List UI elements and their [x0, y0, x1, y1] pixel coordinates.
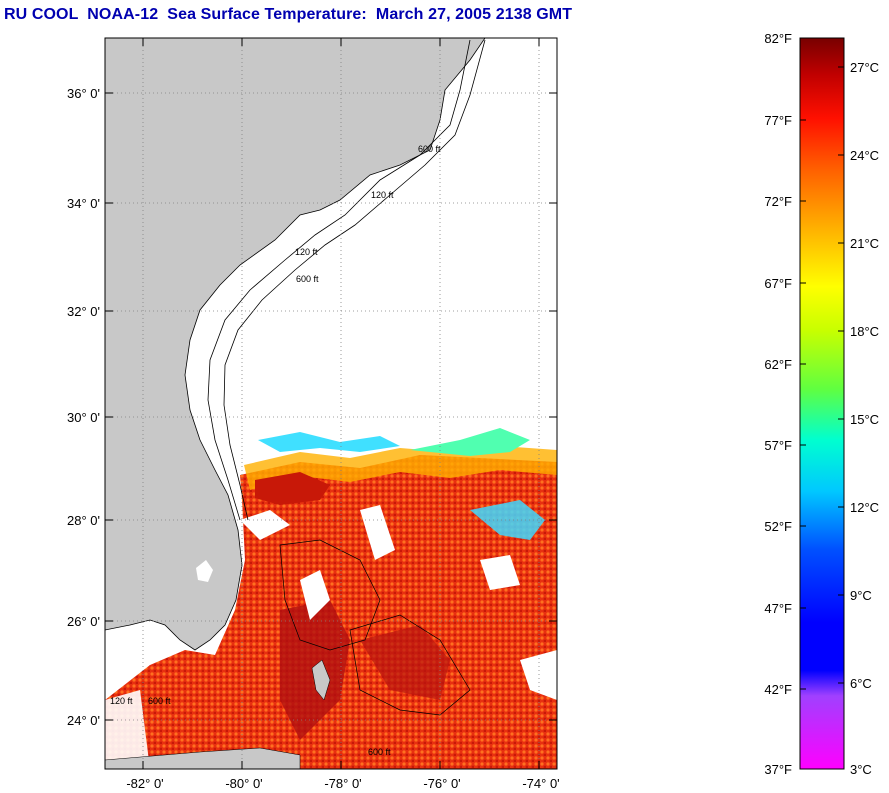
cloud-patch-4	[480, 555, 520, 590]
axis-ticks	[105, 38, 557, 769]
lat-label: 34° 0'	[67, 196, 100, 211]
map-frame	[104, 37, 558, 770]
contour-label: 600 ft	[296, 274, 319, 284]
colorbar-f-label: 47°F	[764, 601, 792, 616]
contour-bahamas	[279, 539, 471, 716]
lat-label: 28° 0'	[67, 513, 100, 528]
contour-600ft	[223, 39, 486, 521]
cloud-patch-5	[520, 650, 557, 700]
lat-label: 32° 0'	[67, 304, 100, 319]
colorbar-f-label: 67°F	[764, 276, 792, 291]
lake-okeechobee	[196, 560, 213, 582]
colorbar-ticks	[800, 66, 844, 690]
cloud-patch-2	[300, 570, 330, 620]
cloud-patch-6	[105, 690, 150, 769]
cool-water-streak-3	[470, 500, 545, 540]
contour-label: 600 ft	[148, 696, 171, 706]
lat-label: 24° 0'	[67, 713, 100, 728]
colorbar-f-label: 82°F	[764, 31, 792, 46]
cloud-patch	[240, 510, 290, 540]
colorbar	[799, 37, 845, 770]
colorbar-f-label: 42°F	[764, 682, 792, 697]
colorbar-f-label: 37°F	[764, 762, 792, 777]
colorbar-f-label: 62°F	[764, 357, 792, 372]
colorbar-f-label: 77°F	[764, 113, 792, 128]
colorbar-c-label: 21°C	[850, 236, 879, 251]
lon-label: -82° 0'	[126, 776, 163, 791]
contour-label: 600 ft	[418, 144, 441, 154]
lon-label: -76° 0'	[423, 776, 460, 791]
lat-label: 26° 0'	[67, 614, 100, 629]
cool-water-streak	[258, 432, 400, 452]
colorbar-c-label: 15°C	[850, 412, 879, 427]
lat-label: 36° 0'	[67, 86, 100, 101]
land-andros	[311, 659, 331, 701]
cool-water-streak-2	[410, 428, 530, 456]
lon-label: -74° 0'	[522, 776, 559, 791]
contour-label: 120 ft	[110, 696, 133, 706]
colorbar-c-label: 27°C	[850, 60, 879, 75]
front-edge	[244, 446, 557, 490]
contour-label: 600 ft	[368, 747, 391, 757]
lat-label: 30° 0'	[67, 410, 100, 425]
contour-label: 120 ft	[295, 247, 318, 257]
lon-label: -78° 0'	[324, 776, 361, 791]
graticule	[105, 38, 557, 769]
gulf-stream	[255, 472, 330, 505]
colorbar-c-label: 3°C	[850, 762, 872, 777]
colorbar-c-label: 9°C	[850, 588, 872, 603]
map-title: RU COOL NOAA-12 Sea Surface Temperature:…	[4, 6, 573, 23]
colorbar-f-label: 72°F	[764, 194, 792, 209]
colorbar-f-label: 57°F	[764, 438, 792, 453]
land-cuba	[105, 747, 301, 769]
colorbar-f-label: 52°F	[764, 519, 792, 534]
contour-label: 120 ft	[371, 190, 394, 200]
bahamas-bank-2	[360, 625, 450, 700]
cloud-patch-3	[360, 505, 395, 560]
colorbar-c-label: 24°C	[850, 148, 879, 163]
colorbar-c-label: 12°C	[850, 500, 879, 515]
lon-label: -80° 0'	[225, 776, 262, 791]
colorbar-c-label: 18°C	[850, 324, 879, 339]
colorbar-c-label: 6°C	[850, 676, 872, 691]
